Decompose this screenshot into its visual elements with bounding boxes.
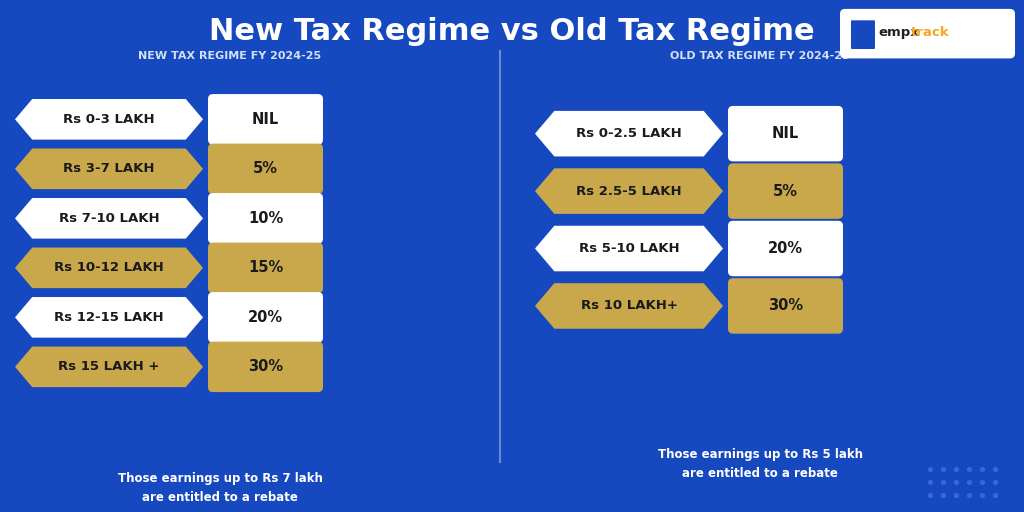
- Text: Rs 7-10 LAKH: Rs 7-10 LAKH: [58, 212, 160, 225]
- Polygon shape: [15, 99, 203, 140]
- Text: 5%: 5%: [773, 184, 798, 199]
- Text: OLD TAX REGIME FY 2024-25: OLD TAX REGIME FY 2024-25: [670, 52, 850, 61]
- Polygon shape: [15, 148, 203, 189]
- FancyBboxPatch shape: [851, 20, 874, 49]
- FancyBboxPatch shape: [728, 106, 843, 161]
- Text: NIL: NIL: [772, 126, 799, 141]
- Text: 30%: 30%: [248, 359, 283, 374]
- FancyBboxPatch shape: [208, 342, 323, 392]
- Polygon shape: [535, 111, 723, 157]
- Text: track: track: [911, 26, 949, 39]
- FancyBboxPatch shape: [840, 9, 1015, 58]
- Text: Rs 2.5-5 LAKH: Rs 2.5-5 LAKH: [577, 185, 682, 198]
- Text: Those earnings up to Rs 7 lakh
are entitled to a rebate: Those earnings up to Rs 7 lakh are entit…: [118, 472, 323, 504]
- Text: New Tax Regime vs Old Tax Regime: New Tax Regime vs Old Tax Regime: [209, 17, 815, 46]
- FancyBboxPatch shape: [208, 292, 323, 343]
- Polygon shape: [535, 168, 723, 214]
- FancyBboxPatch shape: [208, 94, 323, 144]
- Text: empx: empx: [878, 26, 919, 39]
- Text: Rs 3-7 LAKH: Rs 3-7 LAKH: [63, 162, 155, 175]
- Text: Rs 0-3 LAKH: Rs 0-3 LAKH: [63, 113, 155, 126]
- FancyBboxPatch shape: [728, 278, 843, 334]
- FancyBboxPatch shape: [208, 193, 323, 244]
- Text: Rs 15 LAKH +: Rs 15 LAKH +: [58, 360, 160, 373]
- Polygon shape: [15, 247, 203, 288]
- Text: 30%: 30%: [768, 298, 803, 313]
- Text: 15%: 15%: [248, 260, 283, 275]
- FancyBboxPatch shape: [728, 163, 843, 219]
- Polygon shape: [15, 198, 203, 239]
- Text: Rs 12-15 LAKH: Rs 12-15 LAKH: [54, 311, 164, 324]
- Polygon shape: [15, 297, 203, 337]
- Text: NIL: NIL: [252, 112, 280, 127]
- FancyBboxPatch shape: [208, 243, 323, 293]
- Polygon shape: [15, 347, 203, 387]
- FancyBboxPatch shape: [728, 221, 843, 276]
- Text: 10%: 10%: [248, 211, 283, 226]
- Text: Those earnings up to Rs 5 lakh
are entitled to a rebate: Those earnings up to Rs 5 lakh are entit…: [657, 447, 862, 480]
- Text: Rs 10-12 LAKH: Rs 10-12 LAKH: [54, 261, 164, 274]
- Text: Rs 10 LAKH+: Rs 10 LAKH+: [581, 300, 678, 312]
- Text: 5%: 5%: [253, 161, 278, 176]
- Text: NEW TAX REGIME FY 2024-25: NEW TAX REGIME FY 2024-25: [138, 52, 322, 61]
- Text: Rs 5-10 LAKH: Rs 5-10 LAKH: [579, 242, 679, 255]
- Text: Rs 0-2.5 LAKH: Rs 0-2.5 LAKH: [577, 127, 682, 140]
- Polygon shape: [535, 283, 723, 329]
- FancyBboxPatch shape: [208, 143, 323, 194]
- Text: 20%: 20%: [248, 310, 283, 325]
- Polygon shape: [535, 226, 723, 271]
- Text: 20%: 20%: [768, 241, 803, 256]
